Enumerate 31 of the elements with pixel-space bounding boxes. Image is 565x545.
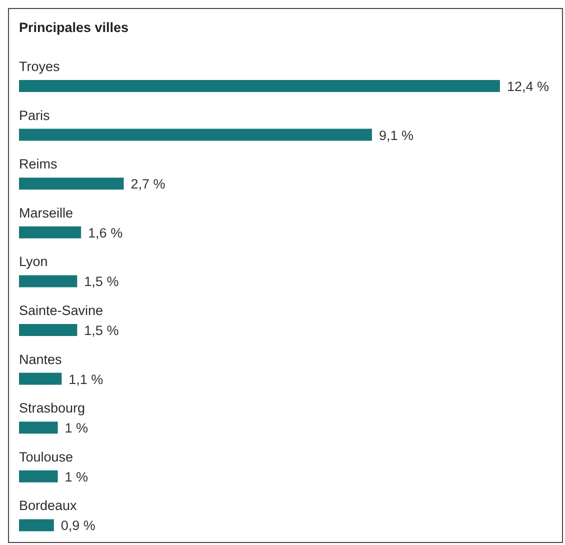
data-label: 1,1 % <box>68 372 104 387</box>
y-tick-label: Bordeaux <box>19 498 78 514</box>
data-label: 1,6 % <box>88 225 123 240</box>
bar <box>19 226 82 238</box>
text: Principales villes <box>18 19 130 37</box>
bar <box>19 178 124 190</box>
bar <box>19 80 500 92</box>
data-label: 1 % <box>64 420 88 436</box>
data-label: 1,5 % <box>84 323 119 338</box>
bar <box>19 275 78 288</box>
y-tick-label: Reims <box>19 156 58 172</box>
y-tick-label: Paris <box>19 108 50 123</box>
y-tick-label: Lyon <box>19 254 48 270</box>
y-tick-label: Troyes <box>19 59 60 74</box>
bar <box>19 470 58 482</box>
y-tick-label: Toulouse <box>19 449 74 464</box>
data-label: 2,7 % <box>130 176 166 192</box>
y-tick-label: Sainte-Savine <box>19 303 104 318</box>
data-label: 9,1 % <box>378 128 414 143</box>
bar <box>19 324 78 336</box>
bar <box>19 519 54 532</box>
data-label: 1,5 % <box>84 274 119 290</box>
bar <box>19 372 62 385</box>
data-label: 0,9 % <box>60 518 96 534</box>
bar <box>19 128 372 141</box>
y-tick-label: Marseille <box>19 205 74 220</box>
bar <box>19 422 58 434</box>
y-tick-label: Strasbourg <box>19 400 86 416</box>
data-label: 1 % <box>64 469 88 484</box>
data-label: 12,4 % <box>506 79 549 94</box>
y-tick-label: Nantes <box>19 352 62 367</box>
